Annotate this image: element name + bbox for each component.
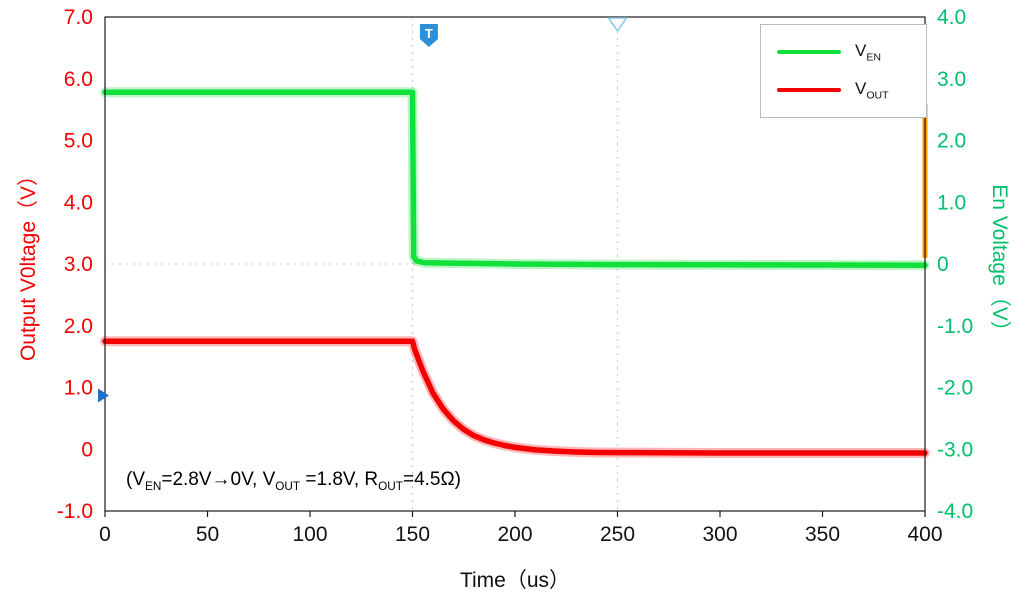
ven-trace — [102, 89, 928, 268]
x-tick-label: 300 — [702, 523, 737, 546]
x-tick-label: 350 — [805, 523, 840, 546]
x-tick-label: 0 — [99, 523, 111, 546]
legend-line-ven — [777, 49, 841, 54]
left-tick-label: 0 — [81, 438, 93, 461]
x-tick-label: 200 — [497, 523, 532, 546]
legend-label-ven: VEN — [855, 40, 881, 64]
right-tick-label: -3.0 — [937, 438, 973, 461]
legend-line-vout — [777, 88, 841, 93]
legend-item-vout: VOUT — [777, 79, 926, 101]
left-edge-marker — [98, 388, 109, 403]
x-axis-title: Time（us） — [459, 569, 571, 592]
x-tick-label: 250 — [600, 523, 635, 546]
left-tick-label: -1.0 — [57, 500, 93, 523]
right-tick-label: 3.0 — [937, 68, 966, 91]
legend-item-ven: VEN — [777, 41, 926, 63]
left-tick-label: 4.0 — [64, 191, 93, 214]
left-tick-label: 1.0 — [64, 377, 93, 400]
left-tick-label: 7.0 — [64, 6, 93, 29]
trigger-marker-label: T — [425, 26, 433, 41]
x-tick-label: 100 — [292, 523, 327, 546]
right-tick-label: 1.0 — [937, 191, 966, 214]
left-tick-label: 5.0 — [64, 130, 93, 153]
top-triangle-marker — [606, 17, 629, 33]
left-tick-label: 6.0 — [64, 68, 93, 91]
right-tick-label: 2.0 — [937, 130, 966, 153]
legend-label-vout: VOUT — [855, 78, 889, 102]
vout-trace — [102, 338, 928, 456]
right-tick-label: 4.0 — [937, 6, 966, 29]
legend: VEN VOUT — [760, 24, 927, 118]
right-axis-title: En Voltage（V） — [988, 184, 1011, 342]
trigger-marker — [419, 24, 438, 47]
x-tick-label: 400 — [907, 523, 942, 546]
left-axis-title: Output V0ltage（V） — [17, 164, 40, 362]
left-tick-label: 2.0 — [64, 315, 93, 338]
right-tick-label: 0 — [937, 253, 949, 276]
left-tick-label: 3.0 — [64, 253, 93, 276]
right-tick-label: -1.0 — [937, 315, 973, 338]
conditions-annotation: (VEN=2.8V→0V, VOUT =1.8V, ROUT=4.5Ω) — [126, 469, 462, 493]
vout-trace-glow — [100, 336, 930, 458]
ven-trace-glow — [100, 87, 930, 271]
x-tick-label: 150 — [395, 523, 430, 546]
right-tick-label: -4.0 — [937, 500, 973, 523]
x-tick-label: 50 — [196, 523, 219, 546]
right-tick-label: -2.0 — [937, 377, 973, 400]
